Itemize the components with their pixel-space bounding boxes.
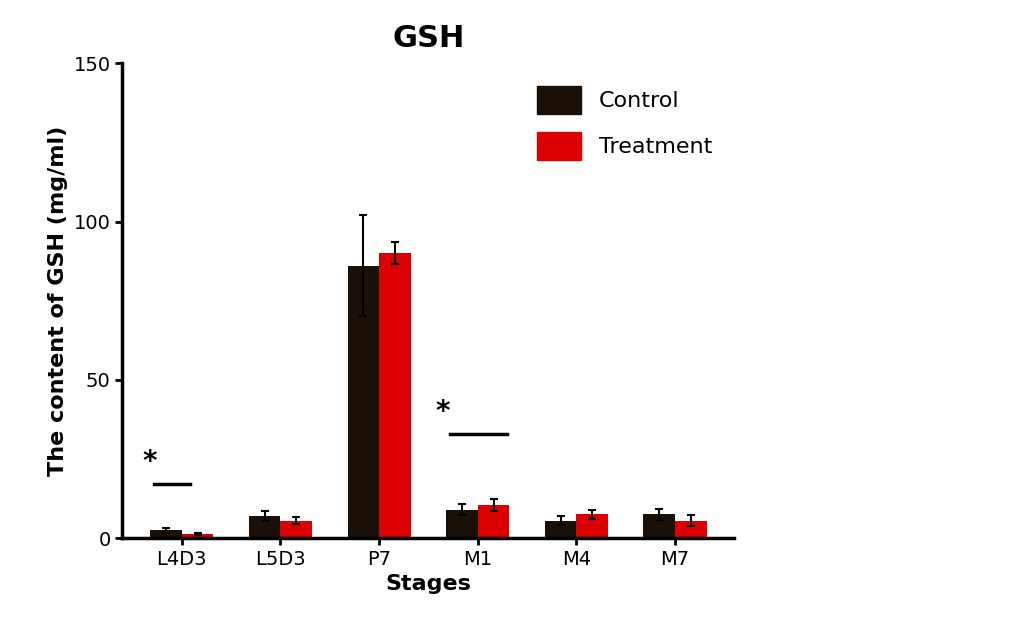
- Bar: [576, 514, 607, 538]
- Bar: [181, 534, 213, 538]
- Bar: [347, 266, 379, 538]
- Bar: [544, 520, 576, 538]
- Legend: Control, Treatment: Control, Treatment: [525, 75, 722, 172]
- Title: GSH: GSH: [392, 23, 464, 53]
- Bar: [379, 253, 411, 538]
- Bar: [445, 510, 477, 538]
- Bar: [249, 516, 280, 538]
- Bar: [675, 520, 706, 538]
- Text: *: *: [434, 398, 449, 425]
- Bar: [280, 520, 312, 538]
- Bar: [150, 530, 181, 538]
- Text: *: *: [142, 448, 156, 476]
- Y-axis label: The content of GSH (mg/ml): The content of GSH (mg/ml): [48, 125, 68, 476]
- Bar: [643, 514, 675, 538]
- Bar: [477, 505, 508, 538]
- X-axis label: Stages: Stages: [385, 574, 471, 594]
